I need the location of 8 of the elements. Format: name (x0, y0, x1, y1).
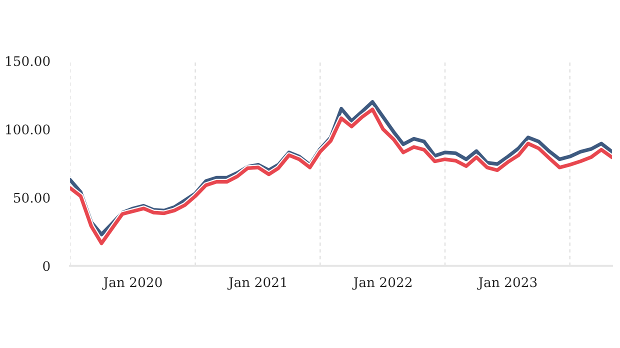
x-tick-label: Jan 2021 (227, 277, 286, 290)
x-tick-label: Jan 2020 (102, 277, 162, 290)
y-tick-label: 100.00 (6, 124, 50, 134)
x-tick-label: Jan 2023 (477, 277, 537, 290)
y-tick-label: 150.00 (6, 56, 50, 66)
y-tick-label: 50.00 (14, 192, 50, 203)
y-tick-label: 0 (43, 261, 50, 272)
x-tick-label: Jan 2022 (352, 277, 412, 290)
